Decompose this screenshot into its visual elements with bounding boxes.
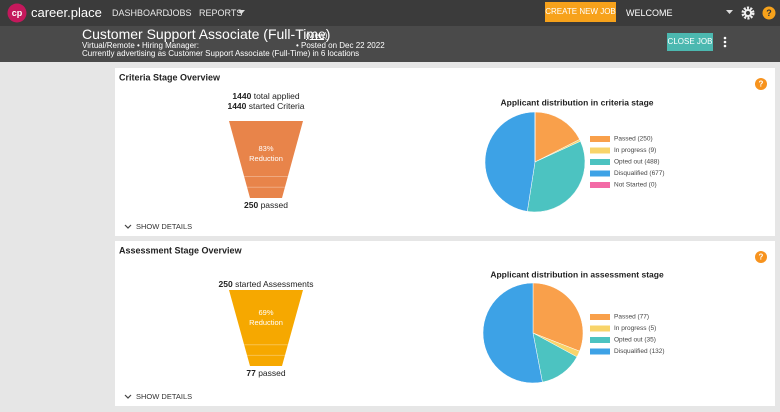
chevron-icon [124,224,132,229]
pie-slice [534,111,580,163]
job-posted: • Posted on Dec 22 2022 [296,41,385,50]
help-icon[interactable] [755,251,767,263]
help-glyph: ? [766,8,772,18]
legend-swatch [590,182,610,188]
section-title: Assessment Stage Overview [119,245,243,255]
section-title: Criteria Stage Overview [119,72,221,82]
legend-swatch [590,337,610,343]
svg-text:cp: cp [12,8,23,18]
logo-text[interactable]: career.place [31,5,102,20]
dropdown-arrow [238,10,245,14]
funnel-shape [229,121,303,198]
legend-label: Opted out (488) [614,159,660,166]
help-icon[interactable] [755,78,767,90]
chart-title: Applicant distribution in criteria stage [500,97,653,107]
legend-swatch [590,314,610,320]
pie-slice [482,282,543,384]
legend-swatch [590,136,610,142]
pie-slice [527,140,586,213]
funnel-label: started Criteria [249,101,305,111]
nav-link[interactable]: JOBS [168,8,192,18]
job-header: Customer Support Associate (Full-Time) (… [0,26,780,62]
funnel-count: 250 [219,279,233,289]
stage-card: Assessment Stage Overview? 250 started As… [115,241,775,406]
help-icon[interactable]: ? [762,6,776,20]
stage-card: Criteria Stage Overview? 1440 total appli… [115,68,775,236]
legend-label: Opted out (35) [614,337,656,344]
funnel-count: 1440 [227,101,246,111]
funnel-shape [229,290,303,366]
chevron-icon [124,394,132,399]
legend-label: Not Started (0) [614,182,657,189]
show-details[interactable]: SHOW DETAILS [136,392,192,401]
more-menu[interactable] [722,36,728,50]
help-glyph: ? [759,253,764,262]
funnel-passed: 250 passed [244,200,288,210]
logo-icon: cp [7,3,27,23]
top-nav: cp career.place DASHBOARD JOBS REPORTS C… [0,0,780,26]
funnel-count: 1440 [232,91,251,101]
reduction-value: 83% [258,144,273,153]
legend-swatch [590,159,610,165]
funnel-passed: 77 passed [246,368,286,378]
dropdown-arrow [726,10,733,14]
pie-slice [532,282,584,352]
legend-swatch [590,348,610,355]
funnel-row: 250 started Assessments [219,279,314,289]
create-job-button[interactable]: CREATE NEW JOB [545,2,616,22]
welcome-menu[interactable]: WELCOME [626,8,673,18]
legend-label: Passed (77) [614,314,649,321]
reduction-label: Reduction [249,154,283,163]
settings-icon[interactable] [741,6,755,20]
job-advertising: Currently advertising as Customer Suppor… [82,49,360,58]
card-canvas: Criteria Stage Overview? 1440 total appli… [119,72,767,231]
nav-link[interactable]: REPORTS [199,8,243,18]
legend-label: In progress (9) [614,147,656,154]
legend-label: Disqualified (132) [614,348,665,355]
close-job-button[interactable]: CLOSE JOB [667,33,713,51]
funnel-label: started Assessments [235,279,313,289]
card-canvas: Assessment Stage Overview? 250 started As… [119,245,767,401]
reduction-value: 69% [258,308,273,317]
reduction-label: Reduction [249,318,283,327]
passed-label: passed [261,200,289,210]
show-details[interactable]: SHOW DETAILS [136,222,192,231]
pie-slice [484,111,536,212]
legend-label: Passed (250) [614,136,653,143]
passed-label: passed [258,368,286,378]
help-glyph: ? [759,80,764,89]
legend-swatch [590,325,610,332]
passed-count: 250 [244,200,258,210]
legend-label: In progress (5) [614,325,656,332]
nav-link[interactable]: DASHBOARD [112,8,170,18]
passed-count: 77 [246,368,256,378]
job-meta: Virtual/Remote • Hiring Manager: [82,41,199,50]
chart-title: Applicant distribution in assessment sta… [490,269,664,279]
legend-swatch [590,170,610,177]
funnel-row: 1440 total applied [232,91,299,101]
funnel-row: 1440 started Criteria [227,101,304,111]
job-title: Customer Support Associate (Full-Time) [82,26,331,42]
legend-swatch [590,147,610,154]
funnel-label: total applied [254,91,300,101]
legend-label: Disqualified (677) [614,170,665,177]
view-link[interactable]: (view) [306,31,328,40]
